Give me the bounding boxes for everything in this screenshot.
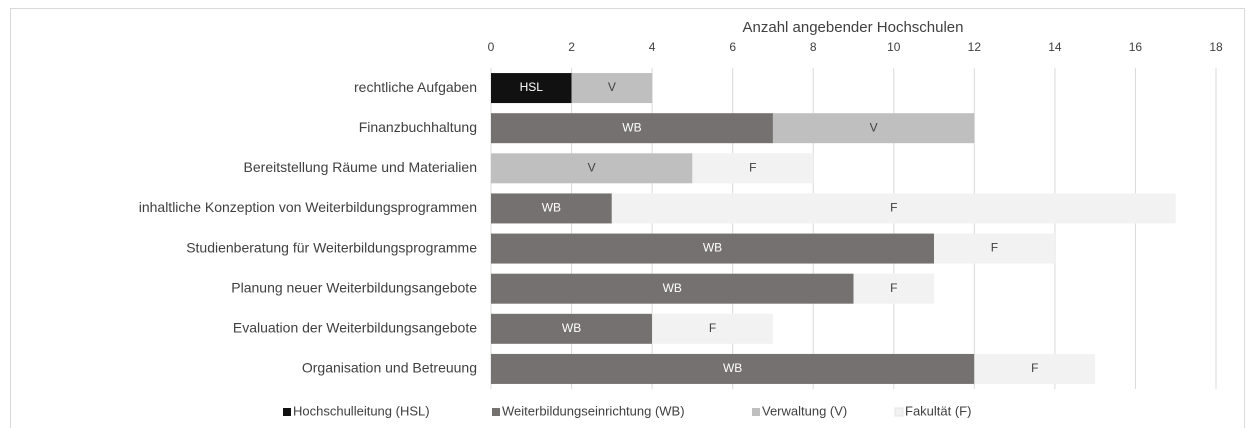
y-tick-label: inhaltliche Konzeption von Weiterbildung… — [139, 199, 477, 215]
x-tick-label: 0 — [488, 40, 495, 54]
data-label: V — [870, 120, 878, 134]
data-label: F — [890, 281, 897, 295]
data-label: F — [709, 321, 716, 335]
chart-frame — [10, 8, 1245, 428]
bar-segment — [491, 313, 653, 344]
data-label: F — [991, 241, 998, 255]
y-tick-label: Studienberatung für Weiterbildungsprogra… — [186, 239, 477, 255]
data-label: HSL — [520, 80, 544, 94]
legend-label: Verwaltung (V) — [762, 403, 847, 418]
bar-segment — [652, 313, 773, 344]
bar-segment — [491, 153, 693, 184]
x-tick-label: 18 — [1209, 40, 1223, 54]
data-label: WB — [703, 241, 722, 255]
bar-segment — [772, 113, 975, 144]
axis-title: Anzahl angebender Hochschulen — [743, 19, 964, 36]
bar-segment — [491, 113, 773, 144]
legend-label: Weiterbildungseinrichtung (WB) — [502, 403, 685, 418]
y-tick-label: Organisation und Betreuung — [302, 360, 477, 376]
bar-segment — [491, 353, 975, 384]
data-label: F — [1031, 361, 1038, 375]
bar-segment — [491, 73, 572, 104]
bar-segment — [692, 153, 814, 184]
y-tick-label: Finanzbuchhaltung — [359, 119, 477, 135]
bar-segment — [491, 193, 612, 224]
x-tick-label: 12 — [968, 40, 982, 54]
x-tick-label: 14 — [1048, 40, 1062, 54]
data-label: WB — [663, 281, 682, 295]
data-label: WB — [723, 361, 742, 375]
bar-segment — [491, 233, 935, 264]
x-tick-label: 6 — [729, 40, 736, 54]
bar-segment — [571, 73, 653, 104]
x-tick-label: 2 — [568, 40, 575, 54]
y-tick-label: Bereitstellung Räume und Materialien — [244, 159, 477, 175]
data-label: F — [749, 160, 756, 174]
legend-swatch — [894, 407, 904, 417]
data-label: F — [890, 201, 897, 215]
legend-swatch — [492, 408, 500, 416]
x-tick-label: 16 — [1129, 40, 1143, 54]
legend-swatch — [752, 408, 760, 416]
data-label: V — [608, 80, 616, 94]
data-label: WB — [622, 120, 641, 134]
bar-segment — [491, 273, 854, 304]
legend-label: Hochschulleitung (HSL) — [293, 403, 430, 418]
x-tick-label: 8 — [810, 40, 817, 54]
bar-segment — [934, 233, 1055, 264]
x-tick-label: 10 — [887, 40, 901, 54]
legend-label: Fakultät (F) — [905, 403, 971, 418]
bar-segment — [853, 273, 935, 304]
bar-segment — [974, 353, 1096, 384]
data-label: WB — [542, 201, 561, 215]
x-tick-label: 4 — [649, 40, 656, 54]
data-label: V — [588, 160, 596, 174]
y-tick-label: Evaluation der Weiterbildungsangebote — [233, 320, 477, 336]
y-tick-label: rechtliche Aufgaben — [354, 79, 477, 95]
data-label: WB — [562, 321, 581, 335]
bar-segment — [611, 193, 1176, 224]
y-tick-label: Planung neuer Weiterbildungsangebote — [231, 279, 477, 295]
legend-swatch — [283, 408, 291, 416]
